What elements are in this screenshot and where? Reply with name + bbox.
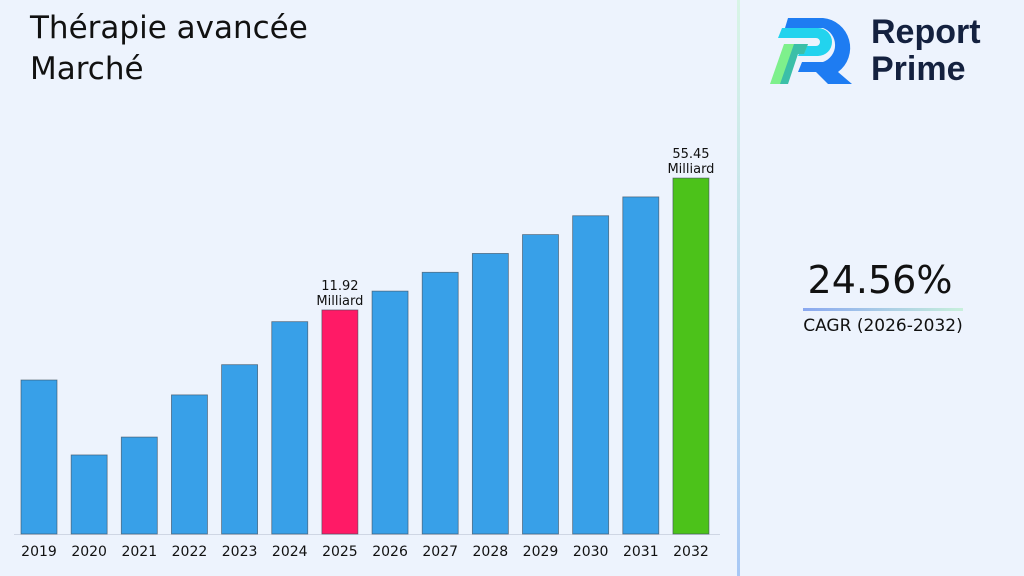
bar-2020 [70,454,108,535]
chart-title: Thérapie avancée Marché [30,8,308,90]
x-tick-label: 2020 [71,544,107,560]
bar-2021 [120,436,158,535]
bar-2029 [522,234,559,535]
bar-2032 [672,177,710,535]
bar-2022 [171,394,208,535]
bar-2030 [572,215,610,535]
logo-mark-icon [770,18,852,84]
title-line-2: Marché [30,51,144,87]
x-tick-label: 2025 [322,544,358,560]
x-tick-label: 2023 [222,544,258,560]
divider [737,0,740,576]
title-line-1: Thérapie avancée [30,10,308,46]
x-tick-label: 2031 [623,544,659,560]
x-tick-label: 2022 [172,544,208,560]
bar-2026 [371,290,409,535]
x-tick-label: 2021 [121,544,157,560]
logo-text: Report Prime [871,13,981,88]
x-tick-label: 2030 [573,544,609,560]
x-tick-label: 2027 [422,544,458,560]
report-prime-logo: Report Prime [768,14,1008,88]
x-tick-label: 2019 [21,544,57,560]
x-tick-label: 2026 [372,544,408,560]
x-tick-label: 2024 [272,544,308,560]
bar-2027 [421,271,459,535]
bar-2031 [622,196,660,535]
cagr-underline [803,308,963,311]
x-tick-label: 2032 [673,544,709,560]
bar-chart: 2019 2020 2021 2022 2023 2024 2025 2026 2027 2028… [14,147,720,560]
data-label-unit: Milliard [316,294,363,309]
bar-2023 [221,364,259,535]
x-tick-label: 2028 [473,544,509,560]
bar-2024 [271,321,309,535]
data-label-value: 11.92 [321,279,358,294]
bar-2028 [471,253,509,535]
cagr-value: 24.56% [807,258,953,302]
bar-2025 [321,309,359,535]
cagr-label: CAGR (2026-2032) [803,316,963,336]
x-tick-label: 2029 [523,544,559,560]
data-label-value: 55.45 [672,147,709,162]
bar-2019 [20,379,58,535]
data-label-unit: Milliard [667,162,714,177]
